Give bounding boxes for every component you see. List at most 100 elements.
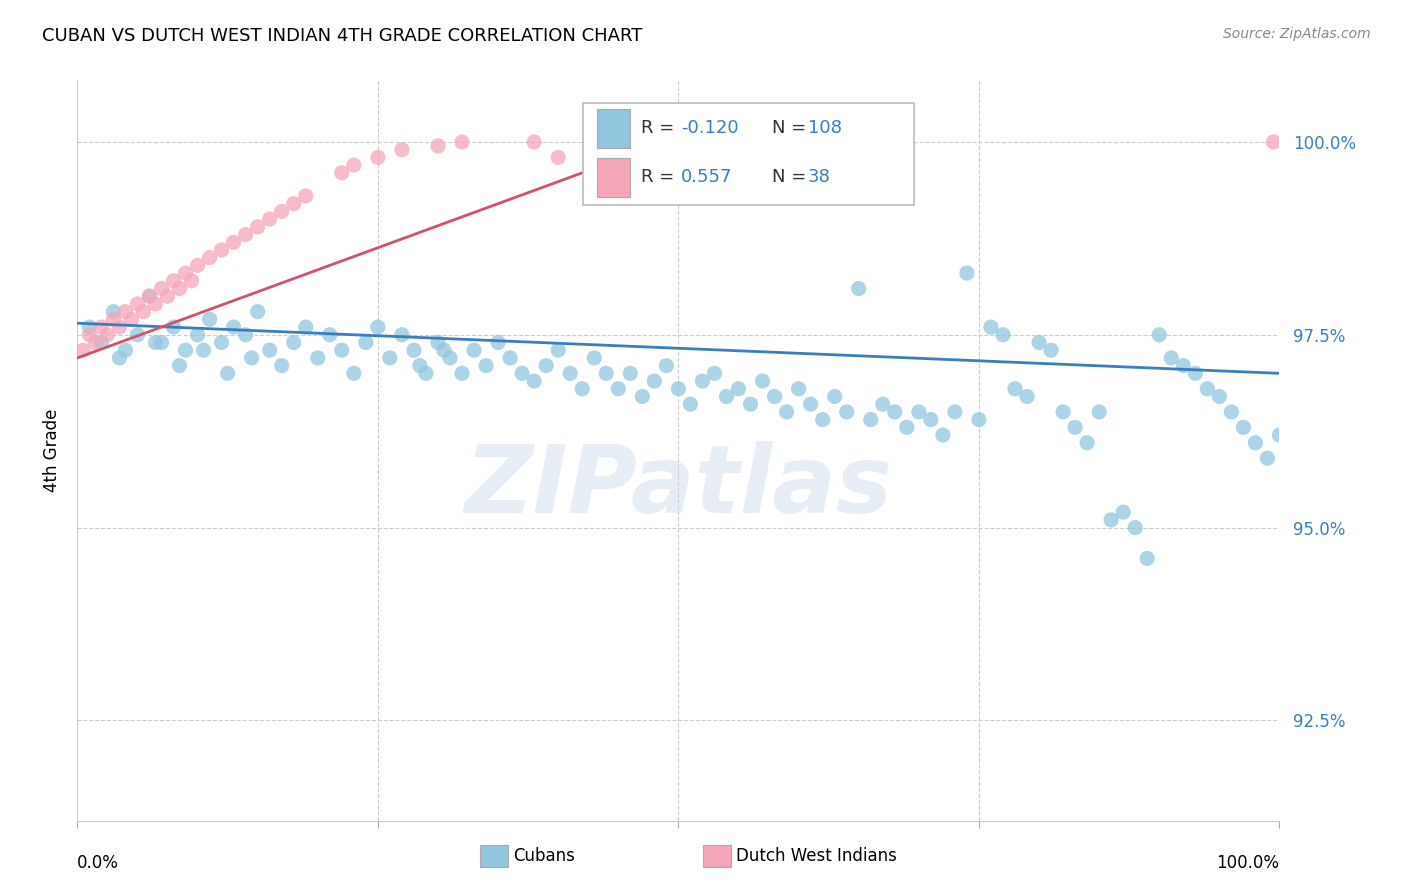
Point [235, 227, 257, 242]
Point [319, 327, 342, 342]
Text: 38: 38 [808, 169, 831, 186]
FancyBboxPatch shape [596, 109, 630, 148]
Text: N =: N = [772, 120, 811, 137]
Point [763, 389, 786, 403]
Point [1004, 382, 1026, 396]
Point [72, 343, 94, 358]
Point [222, 320, 245, 334]
Text: Cubans: Cubans [513, 847, 575, 865]
Point [451, 367, 474, 381]
Point [1064, 420, 1087, 434]
Point [330, 166, 353, 180]
Point [703, 367, 725, 381]
Point [259, 212, 281, 227]
Point [367, 320, 389, 334]
Point [114, 343, 136, 358]
Point [692, 374, 714, 388]
Point [1028, 335, 1050, 350]
Point [872, 397, 894, 411]
Text: R =: R = [641, 169, 686, 186]
Point [330, 343, 353, 358]
Point [896, 420, 918, 434]
Point [391, 143, 413, 157]
Point [619, 367, 641, 381]
Point [560, 367, 582, 381]
Point [643, 374, 665, 388]
Point [90, 320, 112, 334]
Point [169, 359, 191, 373]
Point [186, 258, 209, 272]
Point [378, 351, 401, 365]
Point [1015, 389, 1038, 403]
Point [433, 343, 456, 358]
Point [716, 389, 738, 403]
Y-axis label: 4th Grade: 4th Grade [42, 409, 60, 492]
Point [943, 405, 966, 419]
Point [1244, 435, 1267, 450]
Point [547, 150, 569, 164]
Point [198, 251, 221, 265]
Point [354, 335, 377, 350]
Point [1220, 405, 1243, 419]
Point [138, 289, 160, 303]
Point [1263, 135, 1285, 149]
FancyBboxPatch shape [481, 845, 508, 867]
Point [211, 335, 233, 350]
Text: N =: N = [772, 169, 817, 186]
Point [883, 405, 905, 419]
Point [1149, 327, 1171, 342]
Point [108, 351, 131, 365]
Point [367, 150, 389, 164]
Point [583, 351, 606, 365]
Text: -0.120: -0.120 [681, 120, 738, 137]
Point [180, 274, 202, 288]
Point [211, 243, 233, 257]
Point [451, 135, 474, 149]
Point [127, 327, 149, 342]
Point [96, 327, 118, 342]
Point [270, 359, 292, 373]
Point [174, 266, 197, 280]
Point [343, 367, 366, 381]
Point [79, 327, 101, 342]
Point [908, 405, 931, 419]
Point [991, 327, 1014, 342]
Point [607, 382, 630, 396]
FancyBboxPatch shape [596, 158, 630, 197]
Point [1123, 520, 1146, 534]
Point [1268, 428, 1291, 442]
Point [1136, 551, 1159, 566]
Point [740, 397, 762, 411]
Point [655, 359, 678, 373]
Point [307, 351, 329, 365]
Point [668, 382, 690, 396]
Point [775, 405, 797, 419]
Point [848, 281, 870, 295]
Text: R =: R = [641, 120, 681, 137]
Point [1099, 513, 1122, 527]
Point [595, 367, 617, 381]
Point [1088, 405, 1111, 419]
Point [145, 297, 167, 311]
Point [1256, 451, 1278, 466]
Point [103, 304, 125, 318]
Point [1076, 435, 1098, 450]
Point [835, 405, 858, 419]
Point [427, 335, 450, 350]
Point [103, 312, 125, 326]
Point [343, 158, 366, 172]
Text: 108: 108 [808, 120, 842, 137]
Point [956, 266, 979, 280]
Point [1040, 343, 1063, 358]
Point [510, 367, 533, 381]
Point [920, 412, 942, 426]
Point [523, 374, 546, 388]
Point [90, 335, 112, 350]
Point [391, 327, 413, 342]
Point [547, 343, 569, 358]
Point [150, 281, 173, 295]
Point [427, 138, 450, 153]
Text: CUBAN VS DUTCH WEST INDIAN 4TH GRADE CORRELATION CHART: CUBAN VS DUTCH WEST INDIAN 4TH GRADE COR… [42, 27, 643, 45]
Point [132, 304, 155, 318]
Point [246, 219, 269, 234]
